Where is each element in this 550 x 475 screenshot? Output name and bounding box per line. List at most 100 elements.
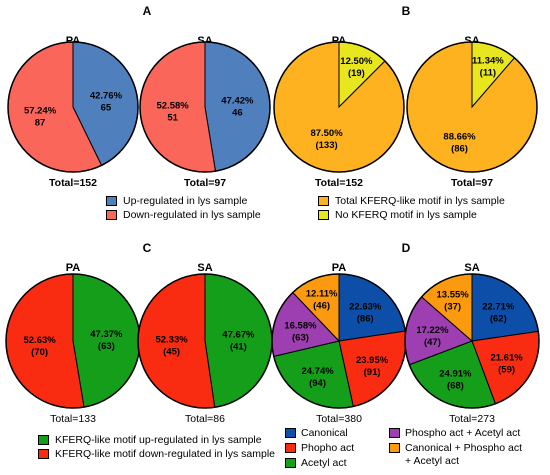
total-label-a-pa: Total=152 xyxy=(49,177,97,189)
slice-percent-label: 11.34% xyxy=(472,55,504,66)
slice-percent-label: 88.66% xyxy=(443,132,476,143)
slice-percent-label: 57.24% xyxy=(24,106,57,117)
legend-d-swatch-all xyxy=(389,443,400,453)
slice-percent-label: 52.63% xyxy=(23,335,56,346)
total-label-c-sa: Total=86 xyxy=(185,413,225,425)
slice-count-label: (91) xyxy=(364,367,381,378)
legend-d-label: Phospho act + Acetyl act xyxy=(405,427,521,439)
slice-percent-label: 52.33% xyxy=(155,334,188,345)
legend-d-swatch-phospho-acetyl xyxy=(389,428,400,438)
legend-d-item: Acetyl act xyxy=(285,457,347,470)
legend-d-swatch-acetyl xyxy=(285,458,296,468)
legend-a-label: Up-regulated in lys sample xyxy=(123,195,248,207)
slice-count-label: (11) xyxy=(480,67,496,78)
total-label-a-sa: Total=97 xyxy=(184,177,226,189)
slice-percent-label: 12.50% xyxy=(340,56,373,67)
pie-title-d-pa: PA xyxy=(332,262,347,274)
total-label-b-sa: Total=97 xyxy=(451,177,493,189)
legend-d-item: Canonical + Phospho act + Acetyl act xyxy=(389,442,522,468)
panel-label-d: D xyxy=(402,241,411,255)
slice-count-label: 65 xyxy=(101,102,112,113)
legend-a-item: Down-regulated in lys sample xyxy=(106,208,261,222)
pie-title-c-sa: SA xyxy=(197,262,212,274)
pie-outline-b-sa xyxy=(406,41,538,173)
slice-percent-label: 22.71% xyxy=(482,302,515,313)
slice-percent-label: 16.58% xyxy=(284,321,317,332)
legend-c-swatch-up xyxy=(38,435,49,445)
slice-count-label: (62) xyxy=(490,314,507,325)
panel-label-c: C xyxy=(143,241,152,255)
slice-count-label: (45) xyxy=(163,346,180,357)
legend-d-swatch-phospho xyxy=(285,443,296,453)
legend-d-label: Canonical xyxy=(301,427,348,439)
pie-title-d-sa: SA xyxy=(464,262,479,274)
total-label-c-pa: Total=133 xyxy=(50,413,96,425)
slice-count-label: (41) xyxy=(230,342,247,353)
legend-d-item: Phospho act + Acetyl act xyxy=(389,427,520,440)
panel-label-a: A xyxy=(143,4,152,18)
legend-b-label: No KFERQ motif in lys sample xyxy=(335,209,477,221)
legend-c-label: KFERQ-like motif down-regulated in lys s… xyxy=(55,448,275,460)
legend-c-item: KFERQ-like motif down-regulated in lys s… xyxy=(38,447,275,461)
slice-percent-label: 87.50% xyxy=(310,128,343,139)
legend-c-label: KFERQ-like motif up-regulated in lys sam… xyxy=(55,434,262,446)
legend-b-item: No KFERQ motif in lys sample xyxy=(318,208,505,222)
pie-outline-b-pa xyxy=(273,41,405,173)
legend-a-item: Up-regulated in lys sample xyxy=(106,194,261,208)
legend-c-swatch-down xyxy=(38,449,49,459)
legend-b-swatch-none xyxy=(318,210,329,220)
slice-count-label: (94) xyxy=(309,378,326,389)
slice-percent-label: 17.22% xyxy=(416,325,449,336)
slice-percent-label: 47.37% xyxy=(90,329,123,340)
slice-count-label: 51 xyxy=(167,113,178,124)
pie-outline-a-sa xyxy=(139,41,271,173)
slice-count-label: (37) xyxy=(444,301,461,312)
legend-d-label: Acetyl act xyxy=(301,457,347,469)
slice-count-label: 87 xyxy=(35,118,46,129)
legend-d-item: Canonical xyxy=(285,427,348,440)
slice-count-label: (59) xyxy=(498,364,515,375)
slice-percent-label: 52.58% xyxy=(156,101,189,112)
slice-count-label: (63) xyxy=(292,333,309,344)
slice-count-label: (86) xyxy=(451,144,468,155)
legend-d-label: Phopho act xyxy=(301,442,355,454)
slice-count-label: (63) xyxy=(98,341,115,352)
pie-outline-d-sa xyxy=(404,273,540,409)
slice-percent-label: 13.55% xyxy=(437,289,470,300)
slice-percent-label: 23.95% xyxy=(356,355,389,366)
legend-b-item: Total KFERQ-like motif in lys sample xyxy=(318,194,505,208)
legend-b-swatch-kferq xyxy=(318,196,329,206)
slice-count-label: (19) xyxy=(348,68,365,79)
total-label-d-sa: Total=273 xyxy=(449,413,495,425)
legend-d-item: Phopho act xyxy=(285,442,354,455)
pie-outline-a-pa xyxy=(7,41,139,173)
legend-d: Canonical Phopho act Acetyl act Phospho … xyxy=(270,420,550,475)
slice-count-label: (47) xyxy=(424,337,441,348)
slice-count-label: (86) xyxy=(357,314,374,325)
total-label-b-pa: Total=152 xyxy=(315,177,363,189)
slice-percent-label: 24.74% xyxy=(301,366,334,377)
legend-c: KFERQ-like motif up-regulated in lys sam… xyxy=(38,433,275,461)
slice-percent-label: 47.42% xyxy=(221,95,254,106)
slice-percent-label: 42.76% xyxy=(90,90,123,101)
slice-percent-label: 47.67% xyxy=(222,330,255,341)
legend-d-swatch-canonical xyxy=(285,428,296,438)
slice-count-label: (46) xyxy=(313,300,330,311)
panel-label-b: B xyxy=(402,4,411,18)
slice-count-label: (70) xyxy=(31,347,48,358)
total-label-d-pa: Total=380 xyxy=(316,413,362,425)
legend-a: Up-regulated in lys sample Down-regulate… xyxy=(106,194,261,222)
slice-percent-label: 22.63% xyxy=(349,302,382,313)
legend-d-label: Canonical + Phospho act + Acetyl act xyxy=(405,442,523,467)
slice-count-label: (133) xyxy=(315,140,337,151)
legend-a-swatch-up xyxy=(106,196,117,206)
slice-percent-label: 12.11% xyxy=(306,288,338,299)
legend-a-swatch-down xyxy=(106,210,117,220)
legend-b-label: Total KFERQ-like motif in lys sample xyxy=(335,195,505,207)
legend-b: Total KFERQ-like motif in lys sample No … xyxy=(318,194,505,222)
slice-count-label: (68) xyxy=(447,381,464,392)
slice-percent-label: 21.61% xyxy=(490,352,523,363)
slice-percent-label: 24.91% xyxy=(439,369,472,380)
slice-count-label: 46 xyxy=(232,107,243,118)
